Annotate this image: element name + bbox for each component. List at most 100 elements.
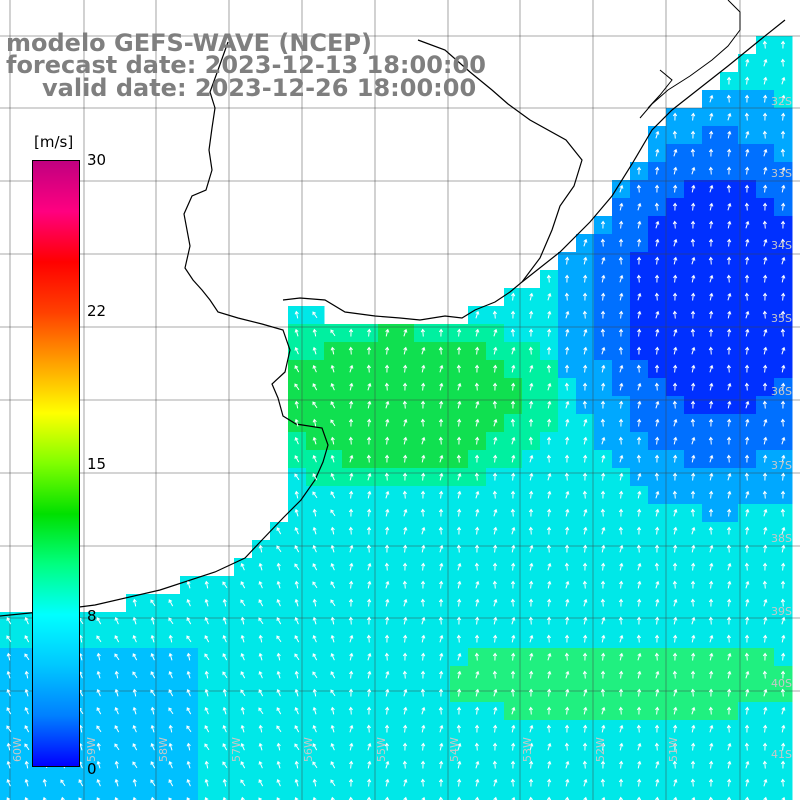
wind-arrow: [349, 454, 354, 463]
wind-arrow: [709, 634, 714, 643]
wind-arrow: [492, 310, 497, 319]
wind-arrow: [726, 724, 731, 733]
wind-arrow: [475, 670, 480, 679]
wind-arrow: [655, 328, 660, 337]
wind-arrow: [421, 382, 426, 391]
wind-arrow: [240, 581, 246, 589]
wind-arrow: [492, 382, 498, 391]
wind-arrow: [564, 472, 569, 481]
wind-arrow: [330, 401, 336, 409]
wind-arrow: [726, 76, 732, 85]
wind-arrow: [781, 364, 786, 373]
wind-arrow: [475, 598, 480, 607]
wind-arrow: [529, 580, 534, 589]
lon-label: 55W: [375, 737, 388, 762]
wind-arrow: [96, 760, 101, 769]
colorbar-tick: 8: [87, 607, 97, 625]
wind-arrow: [421, 616, 426, 625]
wind-arrow: [475, 508, 480, 517]
wind-arrow: [457, 778, 462, 787]
wind-arrow: [673, 436, 678, 445]
wind-arrow: [691, 292, 696, 301]
wind-arrow: [654, 634, 660, 643]
wind-arrow: [673, 634, 678, 643]
wind-arrow: [655, 346, 660, 355]
wind-arrow: [510, 760, 516, 769]
wind-arrow: [222, 671, 228, 679]
wind-arrow: [709, 184, 714, 193]
wind-arrow: [114, 743, 120, 751]
wind-arrow: [96, 617, 102, 625]
wind-arrow: [709, 760, 714, 769]
wind-arrow: [529, 634, 534, 643]
wind-arrow: [637, 220, 642, 229]
speed-cell: [216, 792, 235, 800]
wind-arrow: [186, 635, 192, 643]
wind-arrow: [618, 616, 623, 625]
wind-arrow: [727, 400, 732, 409]
wind-arrow: [348, 616, 353, 625]
wind-arrow: [385, 418, 390, 427]
wind-arrow: [367, 328, 372, 337]
wind-arrow: [582, 742, 588, 751]
lat-label: 38S: [771, 532, 792, 545]
wind-arrow: [564, 544, 570, 553]
wind-arrow: [385, 688, 390, 697]
wind-arrow: [294, 437, 299, 445]
wind-arrow: [403, 508, 408, 517]
wind-arrow: [726, 436, 732, 445]
wind-arrow: [565, 616, 570, 625]
wind-arrow: [691, 274, 696, 283]
wind-arrow: [258, 634, 263, 643]
wind-arrow: [601, 544, 606, 553]
wind-arrow: [385, 508, 390, 517]
wind-arrow: [672, 580, 677, 589]
wind-arrow: [24, 688, 29, 697]
wind-arrow: [727, 148, 732, 157]
wind-arrow: [547, 382, 552, 391]
speed-cell: [90, 792, 109, 800]
wind-arrow: [691, 526, 696, 535]
wind-arrow: [330, 419, 336, 427]
wind-arrow: [330, 796, 335, 800]
wind-arrow: [745, 598, 750, 607]
speed-cell: [720, 792, 739, 800]
wind-arrow: [240, 563, 245, 571]
wind-arrow: [583, 364, 588, 373]
wind-arrow: [547, 742, 552, 751]
wind-arrow: [403, 724, 408, 733]
wind-arrow: [258, 761, 263, 769]
wind-arrow: [781, 256, 786, 265]
wind-arrow: [726, 274, 731, 283]
wind-arrow: [780, 778, 785, 787]
speed-cell: [306, 792, 325, 800]
wind-arrow: [618, 418, 624, 427]
wind-arrow: [546, 364, 551, 373]
wind-arrow: [762, 400, 767, 409]
wind-arrow: [690, 670, 696, 679]
wind-arrow: [456, 634, 461, 643]
wind-arrow: [637, 670, 642, 679]
wind-arrow: [762, 472, 768, 481]
wind-arrow: [403, 706, 408, 715]
wind-arrow: [421, 346, 426, 355]
wind-arrow: [600, 238, 605, 247]
wind-arrow: [780, 580, 786, 589]
wind-arrow: [456, 616, 462, 625]
wind-arrow: [762, 292, 768, 301]
speed-cell: [486, 792, 505, 800]
wind-arrow: [330, 544, 335, 553]
wind-arrow: [204, 707, 209, 715]
wind-arrow: [349, 364, 354, 373]
speed-cell: [54, 792, 73, 800]
wind-arrow: [745, 436, 750, 445]
wind-arrow: [6, 725, 12, 733]
wind-arrow: [421, 634, 426, 643]
wind-arrow: [637, 688, 642, 697]
wind-arrow: [709, 274, 714, 283]
wind-arrow: [492, 400, 497, 409]
wind-arrow: [673, 706, 678, 715]
wind-arrow: [367, 760, 372, 769]
speed-cell: [504, 792, 523, 800]
wind-arrow: [780, 238, 785, 247]
